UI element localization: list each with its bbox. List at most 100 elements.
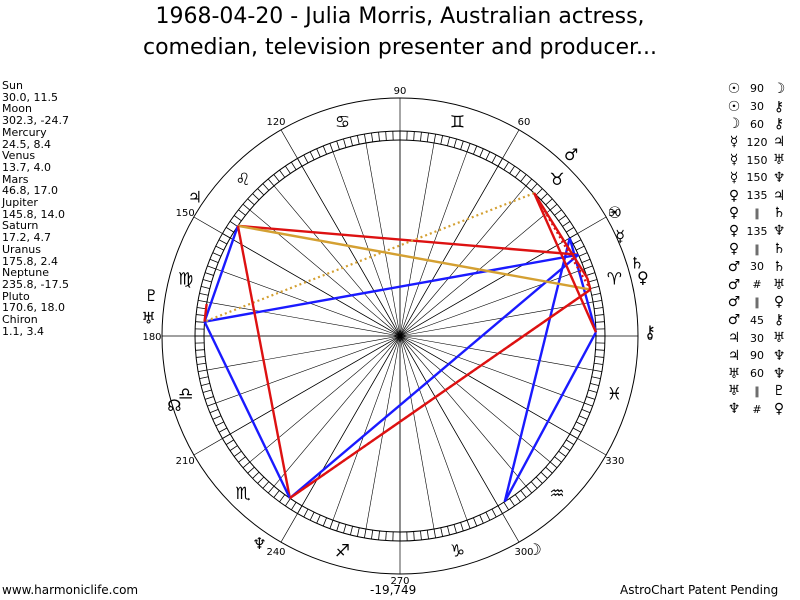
aspect-planet-glyph: ♃ (727, 330, 741, 347)
degree-tick (279, 494, 286, 503)
zodiac-sign-glyph: ♍ (178, 270, 193, 290)
degree-tick (558, 215, 567, 222)
degree-label: 120 (266, 117, 285, 128)
degree-tick (592, 300, 602, 303)
planet-glyph-uranus: ♅ (142, 309, 156, 328)
aspect-type: 30 (750, 331, 764, 345)
degree-tick (336, 522, 340, 532)
degree-tick (581, 258, 591, 263)
degree-tick (385, 131, 387, 141)
aspect-row: ♅ 60 ♆ (724, 365, 800, 383)
spoke-line (399, 268, 585, 337)
degree-tick (238, 456, 246, 463)
chart-title-line2: comedian, television presenter and produ… (142, 35, 658, 60)
degree-tick (549, 461, 558, 469)
degree-tick (378, 132, 380, 142)
degree-tick (200, 383, 210, 386)
zodiac-sign-glyph: ♑ (450, 541, 465, 561)
zodiac-sign-glyph: ♓ (607, 384, 622, 404)
degree-tick (218, 427, 228, 433)
degree-tick (273, 490, 280, 498)
degree-tick (316, 148, 321, 158)
aspect-planet-glyph: ☿ (729, 169, 739, 186)
planet-name-chiron: Chiron (2, 313, 38, 327)
degree-tick (545, 466, 553, 474)
degree-tick (595, 349, 605, 351)
degree-label: 210 (176, 456, 195, 467)
degree-tick (466, 143, 471, 152)
degree-tick (350, 136, 353, 146)
degree-tick (207, 402, 216, 407)
degree-tick (343, 524, 347, 534)
planet-coords-venus: 13.7, 4.0 (2, 160, 51, 174)
aspect-row: ♆ # ♀ (724, 400, 800, 418)
degree-tick (591, 292, 601, 296)
aspect-row: ☉ 30 ⚷ (724, 98, 800, 116)
aspect-planet-glyph: ♅ (727, 383, 741, 400)
spoke-line (249, 209, 401, 337)
degree-tick (204, 396, 214, 400)
planet-coords-uranus: 175.8, 2.4 (2, 254, 58, 268)
degree-tick (413, 131, 415, 141)
spoke-line (399, 335, 551, 463)
node-glyph: ☊ (167, 396, 181, 415)
degree-tick (378, 530, 380, 540)
spoke-line (399, 151, 468, 337)
degree-tick (322, 517, 327, 527)
degree-tick (535, 476, 543, 484)
degree-tick (440, 135, 444, 145)
degree-tick (196, 362, 206, 365)
aspect-row: ♂ ∥ ♀ (724, 294, 800, 312)
degree-tick (545, 198, 553, 206)
degree-tick (460, 140, 464, 150)
degree-tick (572, 239, 582, 245)
degree-tick (322, 145, 327, 155)
degree-tick (466, 520, 471, 529)
sign-boundary (193, 216, 401, 337)
degree-tick (196, 314, 206, 316)
chart-title-line1: 1968-04-20 - Julia Morris, Australian ac… (155, 4, 645, 29)
aspect-line (203, 225, 240, 323)
degree-tick (530, 481, 538, 489)
degree-tick (202, 389, 212, 393)
aspect-planet-glyph: ♀ (773, 401, 785, 418)
sign-boundary (399, 216, 607, 337)
degree-tick (485, 151, 491, 161)
degree-tick (218, 239, 228, 245)
degree-tick (212, 252, 222, 257)
aspect-row: ♃ 90 ♆ (724, 347, 800, 365)
degree-tick (371, 132, 374, 142)
degree-tick (581, 409, 591, 414)
planet-glyph-neptune: ♆ (252, 534, 266, 553)
aspect-type: ∥ (754, 242, 760, 256)
aspect-planet-glyph: ♀ (728, 205, 740, 222)
sign-boundary (399, 335, 520, 543)
degree-tick (572, 427, 582, 433)
degree-tick (540, 193, 548, 201)
degree-tick (491, 508, 497, 518)
aspect-list: ☉ 90 ☽ ☉ 30 ⚷ ☽ 60 ⚷ ☿ 120 ♃ ☿ 150 ♅ ☿ 150 ♆ ♀ 135 ♃ ♀ ∥ ♄ ♀ 135 ♆… (724, 80, 800, 418)
aspect-planet-glyph: ♇ (772, 383, 786, 400)
aspect-planet-glyph: ♂ (727, 276, 741, 293)
planet-glyph-saturn: ♄ (630, 254, 644, 273)
degree-tick (316, 514, 321, 524)
degree-tick (364, 134, 367, 144)
aspect-type: 30 (750, 260, 764, 274)
degree-tick (562, 445, 571, 451)
aspect-planet-glyph: ♅ (772, 152, 786, 169)
planet-coords-saturn: 17.2, 4.7 (2, 231, 51, 245)
degree-tick (225, 439, 234, 445)
degree-label: 300 (514, 547, 533, 558)
aspect-row: ☿ 150 ♆ (724, 169, 800, 187)
degree-label: 180 (142, 332, 161, 343)
spoke-line (399, 335, 585, 404)
aspect-row: ♀ 135 ♆ (724, 222, 800, 240)
aspect-row: ♂ # ♅ (724, 276, 800, 294)
aspect-line (533, 192, 592, 291)
degree-tick (200, 286, 210, 289)
degree-tick (257, 188, 265, 196)
degree-tick (554, 209, 562, 216)
planet-coords-chiron: 1.1, 3.4 (2, 324, 44, 338)
zodiac-sign-glyph: ♌ (235, 170, 250, 190)
aspect-line (586, 277, 592, 290)
